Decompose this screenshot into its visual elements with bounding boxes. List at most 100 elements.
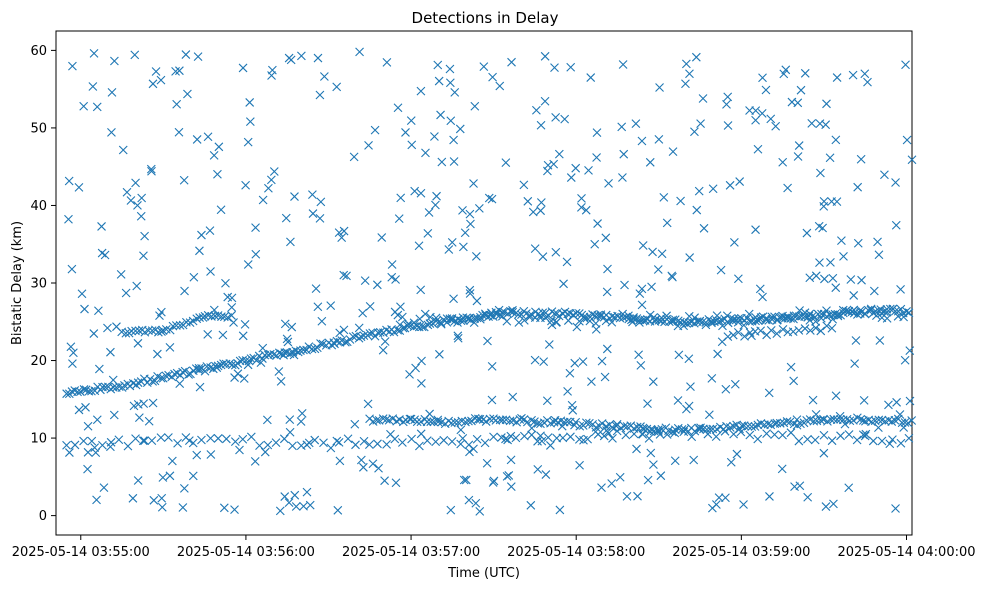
detection-marker — [539, 357, 549, 367]
detection-marker — [216, 205, 226, 215]
detection-marker — [739, 500, 748, 509]
detection-marker — [296, 417, 306, 426]
detection-marker — [536, 198, 546, 207]
detection-marker — [489, 432, 498, 442]
detection-marker — [364, 440, 374, 450]
detection-marker — [819, 430, 829, 440]
detection-marker — [811, 317, 821, 326]
detection-marker — [461, 475, 471, 485]
detection-marker — [739, 421, 749, 431]
detection-marker — [386, 429, 395, 439]
detection-marker — [62, 389, 72, 399]
detection-marker — [896, 284, 905, 294]
detection-marker — [195, 313, 204, 322]
detection-marker — [365, 301, 375, 311]
detection-marker — [175, 66, 184, 76]
detection-marker — [342, 271, 351, 281]
detection-marker — [299, 345, 308, 355]
detection-marker — [884, 400, 893, 410]
detection-marker — [209, 305, 219, 315]
detection-marker — [147, 436, 157, 446]
detection-marker — [101, 382, 110, 392]
detection-marker — [358, 462, 368, 472]
detection-marker — [118, 145, 128, 155]
detection-marker — [827, 323, 837, 333]
detection-marker — [435, 349, 444, 359]
detection-marker — [526, 500, 536, 510]
detection-marker — [725, 180, 735, 190]
detection-marker — [637, 136, 647, 146]
detection-marker — [483, 336, 492, 346]
detection-marker — [635, 289, 645, 298]
detection-marker — [538, 308, 548, 318]
y-tick-label: 0 — [39, 509, 47, 524]
detection-marker — [74, 405, 84, 415]
detection-marker — [407, 434, 416, 444]
detection-marker — [670, 425, 680, 435]
detection-marker — [317, 316, 327, 326]
detection-marker — [433, 415, 443, 425]
y-tick-label: 10 — [30, 432, 47, 447]
detection-marker — [243, 137, 253, 147]
detection-marker — [481, 417, 491, 426]
detection-marker — [816, 168, 825, 178]
detection-marker — [165, 342, 175, 352]
detection-marker — [106, 442, 115, 452]
detection-marker — [849, 291, 859, 300]
detection-marker — [904, 308, 914, 318]
detection-marker — [391, 275, 400, 284]
detection-marker — [287, 322, 297, 332]
detection-marker — [416, 285, 426, 295]
detection-marker — [576, 202, 586, 212]
detection-marker — [563, 316, 573, 325]
plot-area — [55, 30, 913, 536]
detection-marker — [138, 436, 148, 446]
detection-marker — [829, 414, 839, 424]
detection-marker — [705, 424, 715, 434]
detection-marker — [374, 463, 383, 473]
detection-marker — [848, 416, 858, 425]
detection-marker — [349, 152, 359, 162]
detection-marker — [874, 250, 884, 260]
detection-marker — [70, 440, 80, 450]
detection-marker — [563, 387, 572, 396]
detection-marker — [743, 421, 753, 431]
detection-marker — [707, 503, 717, 513]
detection-marker — [551, 318, 561, 327]
detection-marker — [230, 373, 239, 382]
detection-marker — [471, 498, 481, 508]
detection-marker — [391, 478, 401, 488]
detection-marker — [90, 443, 100, 452]
detection-marker — [297, 51, 306, 61]
detection-marker — [597, 483, 606, 493]
detection-marker — [653, 425, 663, 435]
detection-marker — [157, 502, 167, 512]
detection-marker — [648, 377, 658, 387]
detection-marker — [870, 416, 880, 426]
y-axis-label: Bistatic Delay (km) — [10, 221, 25, 345]
detection-marker — [819, 202, 829, 211]
detection-marker — [480, 438, 490, 448]
detection-marker — [423, 229, 433, 238]
detection-marker — [91, 448, 101, 458]
detection-marker — [281, 213, 291, 223]
detection-marker — [178, 367, 187, 377]
detection-marker — [133, 378, 143, 388]
x-tick-label: 2025-05-14 03:55:00 — [12, 545, 150, 560]
detection-marker — [622, 492, 632, 501]
detection-marker — [507, 57, 516, 67]
detection-marker — [460, 228, 470, 238]
detection-marker — [312, 343, 322, 353]
detection-marker — [820, 274, 829, 284]
detection-marker — [484, 193, 494, 203]
detection-marker — [108, 375, 118, 385]
detection-marker — [417, 322, 427, 332]
detection-marker — [615, 472, 625, 482]
detection-marker — [225, 359, 235, 368]
detection-marker — [245, 117, 255, 126]
detection-marker — [266, 175, 276, 185]
detection-marker — [578, 357, 588, 367]
detection-marker — [69, 348, 78, 358]
x-tick-label: 2025-05-14 04:00:00 — [837, 545, 975, 560]
